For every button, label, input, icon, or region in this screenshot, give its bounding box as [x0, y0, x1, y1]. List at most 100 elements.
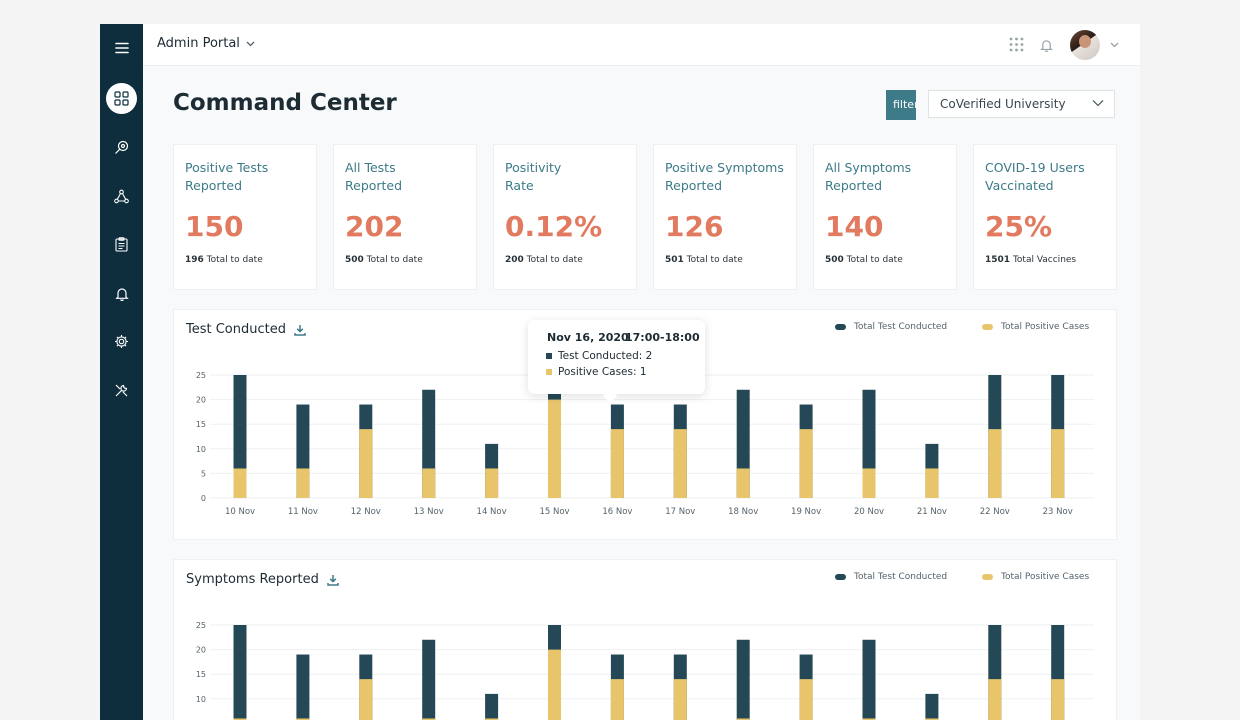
stat-card-vaccinated: COVID-19 Users Vaccinated 25% 1501 Total … [973, 144, 1117, 290]
bar-positive[interactable] [610, 679, 624, 720]
clipboard-icon[interactable] [106, 229, 137, 260]
bar-positive[interactable] [673, 429, 687, 498]
x-tick-label: 20 Nov [854, 507, 884, 517]
bar-positive[interactable] [862, 468, 876, 498]
y-tick-label: 10 [196, 695, 206, 704]
stat-card-all-symptoms: All Symptoms Reported 140 500 Total to da… [813, 144, 957, 290]
legend-item: Total Test Conducted [835, 322, 947, 332]
x-tick-label: 17 Nov [665, 507, 695, 517]
stat-value: 25% [985, 210, 1053, 243]
apps-grid-icon[interactable] [1009, 24, 1024, 65]
portal-switcher[interactable]: Admin Portal [157, 36, 255, 51]
x-tick-label: 22 Nov [980, 507, 1010, 517]
bar-total[interactable] [862, 639, 876, 720]
bar-positive[interactable] [862, 718, 876, 720]
stat-label: Positivity Rate [505, 160, 562, 193]
network-icon[interactable] [106, 181, 137, 212]
stat-card-positivity-rate: Positivity Rate 0.12% 200 Total to date [493, 144, 637, 290]
y-tick-label: 15 [196, 420, 206, 429]
bar-positive[interactable] [799, 679, 813, 720]
stat-label: COVID-19 Users Vaccinated [985, 160, 1085, 193]
bar-positive[interactable] [988, 679, 1002, 720]
bar-positive[interactable] [485, 718, 499, 720]
bar-positive[interactable] [925, 718, 939, 720]
bar-positive[interactable] [296, 468, 310, 498]
legend-swatch [835, 324, 846, 330]
y-tick-label: 20 [196, 646, 206, 655]
app-frame: Admin Portal Command Center filter CoVer… [100, 24, 1140, 720]
stat-value: 0.12% [505, 210, 603, 243]
chevron-down-icon [246, 41, 255, 46]
bar-positive[interactable] [485, 468, 499, 498]
bar-positive[interactable] [296, 718, 310, 720]
x-tick-label: 13 Nov [414, 507, 444, 517]
stat-label: Positive Symptoms Reported [665, 160, 784, 193]
y-tick-label: 5 [201, 469, 206, 478]
tools-icon[interactable] [106, 375, 137, 406]
x-tick-label: 21 Nov [917, 507, 947, 517]
x-tick-label: 19 Nov [791, 507, 821, 517]
bar-positive[interactable] [1051, 429, 1065, 498]
bar-positive[interactable] [988, 429, 1002, 498]
legend-swatch [982, 574, 993, 580]
bar-positive[interactable] [925, 468, 939, 498]
download-icon[interactable] [327, 574, 339, 586]
chart-tooltip: Nov 16, 2020 17:00-18:00 Test Conducted:… [528, 320, 705, 404]
test-conducted-chart: 0 5 10 15 20 25 10 Nov 11 Nov 12 Nov 13 Nov 14 Nov… [196, 371, 1094, 517]
x-tick-label: 23 Nov [1043, 507, 1073, 517]
legend-item: Total Positive Cases [982, 322, 1089, 332]
bar-positive[interactable] [1051, 679, 1065, 720]
bar-positive[interactable] [548, 399, 561, 498]
sidebar [100, 24, 143, 720]
tooltip-date: Nov 16, 2020 [547, 331, 629, 344]
y-tick-label: 25 [196, 371, 206, 380]
bar-positive[interactable] [233, 468, 247, 498]
bar-positive[interactable] [610, 429, 624, 498]
portal-label: Admin Portal [157, 36, 240, 51]
bar-total[interactable] [925, 693, 939, 720]
filter-button[interactable]: filter [886, 90, 916, 120]
bar-positive[interactable] [422, 468, 436, 498]
bar-total[interactable] [736, 639, 750, 720]
stat-subtext: 500 Total to date [825, 255, 903, 265]
legend-item: Total Test Conducted [835, 572, 947, 582]
bar-positive[interactable] [422, 718, 436, 720]
panel-title: Test Conducted [186, 322, 306, 337]
bar-positive[interactable] [736, 468, 750, 498]
stat-subtext: 200 Total to date [505, 255, 583, 265]
bar-total[interactable] [233, 625, 247, 720]
x-tick-label: 10 Nov [225, 507, 255, 517]
avatar [1070, 29, 1100, 60]
x-tick-label: 18 Nov [728, 507, 758, 517]
stat-subtext: 501 Total to date [665, 255, 743, 265]
bar-positive[interactable] [359, 429, 373, 498]
bar-total[interactable] [485, 693, 499, 720]
search-icon[interactable] [106, 132, 137, 163]
bar-positive[interactable] [673, 679, 687, 720]
chevron-down-icon [1110, 42, 1119, 47]
y-tick-label: 15 [196, 670, 206, 679]
user-menu[interactable] [1070, 24, 1119, 65]
stat-label: All Tests Reported [345, 160, 403, 193]
notification-bell-icon[interactable] [1040, 24, 1053, 65]
bar-total[interactable] [296, 654, 310, 720]
bar-positive[interactable] [233, 718, 247, 720]
bar-total[interactable] [422, 639, 436, 720]
bell-icon[interactable] [106, 278, 137, 309]
legend-swatch [982, 324, 993, 330]
x-tick-label: 15 Nov [539, 507, 569, 517]
bar-positive[interactable] [548, 649, 561, 720]
bar-total[interactable] [233, 375, 247, 498]
stat-card-positive-symptoms: Positive Symptoms Reported 126 501 Total … [653, 144, 797, 290]
x-tick-label: 12 Nov [351, 507, 381, 517]
menu-icon[interactable] [106, 32, 137, 63]
chevron-down-icon [1092, 100, 1104, 107]
dashboard-icon[interactable] [106, 83, 137, 114]
university-select[interactable]: CoVerified University [928, 90, 1115, 118]
bar-positive[interactable] [359, 679, 373, 720]
gear-icon[interactable] [106, 326, 137, 357]
bar-positive[interactable] [736, 718, 750, 720]
x-tick-label: 14 Nov [477, 507, 507, 517]
download-icon[interactable] [294, 324, 306, 336]
bar-positive[interactable] [799, 429, 813, 498]
